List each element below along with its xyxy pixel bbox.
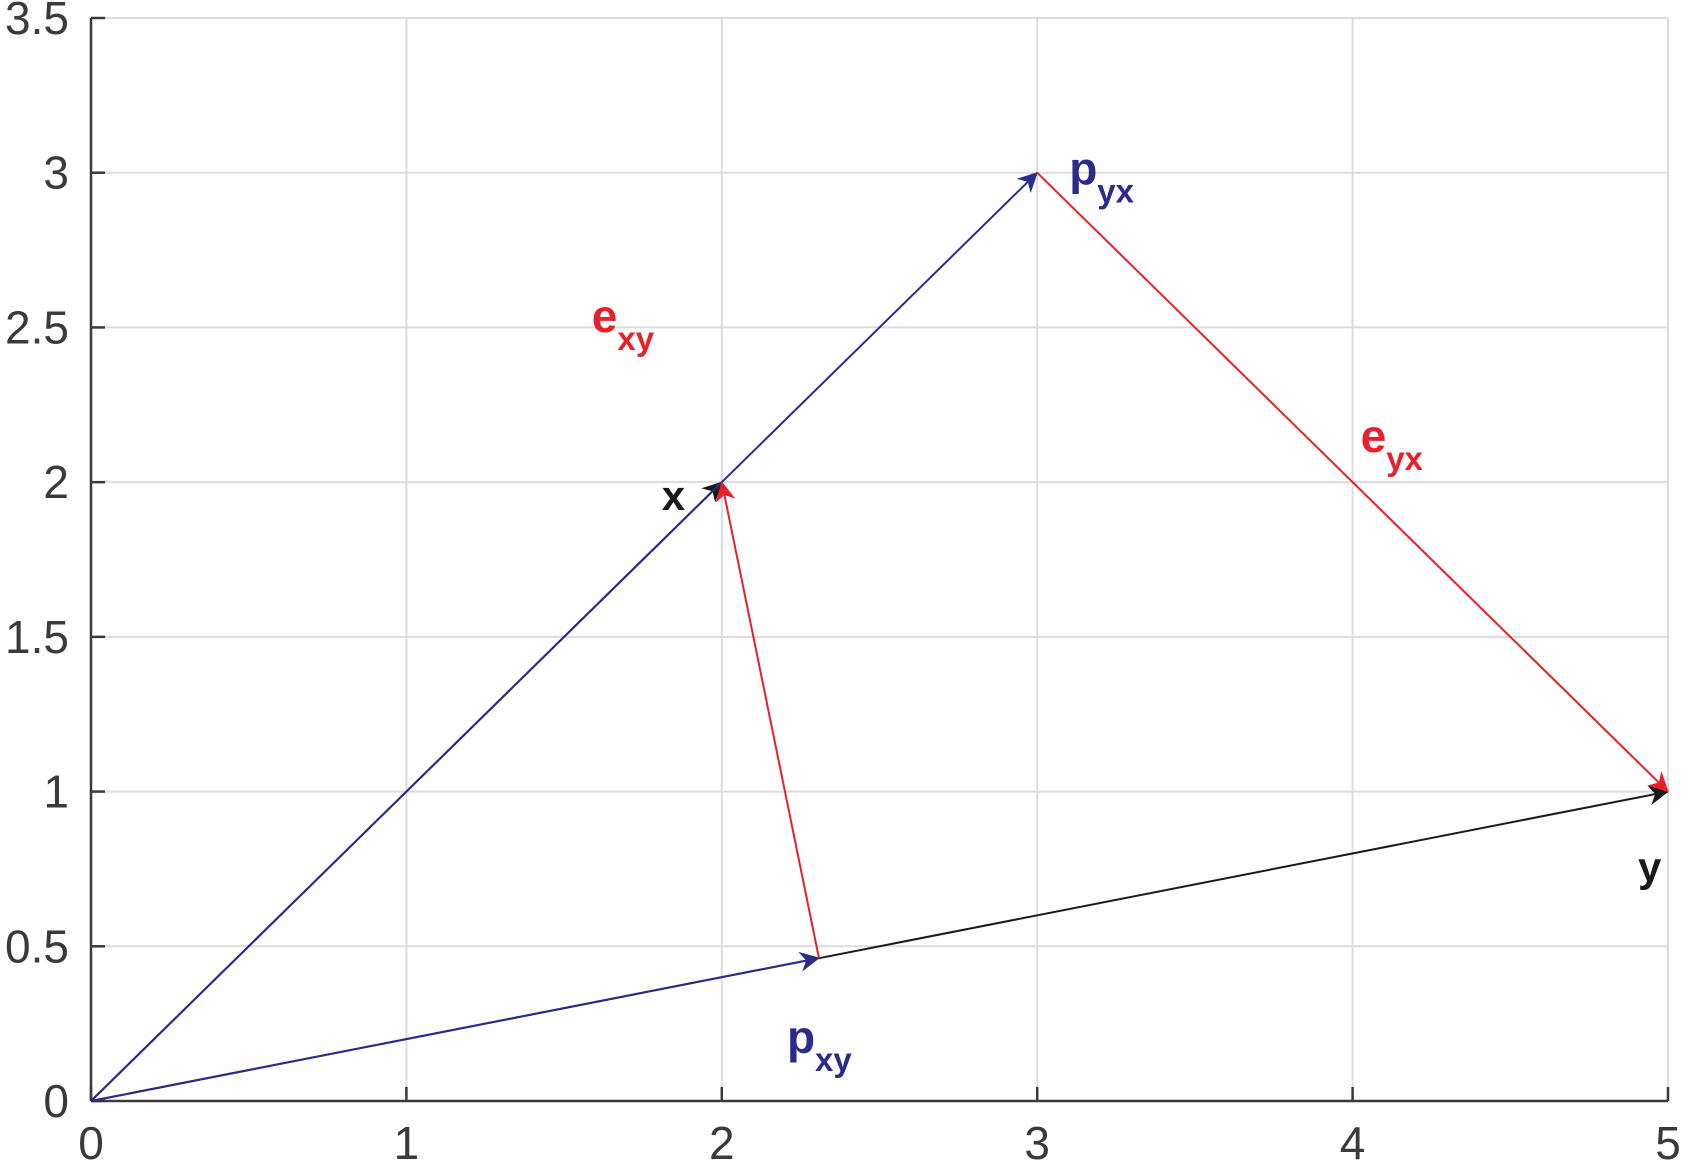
label-y: y — [1638, 844, 1662, 891]
y-tick-label: 3.5 — [5, 0, 69, 44]
x-tick-label: 0 — [78, 1117, 104, 1169]
label-main: y — [1638, 844, 1662, 891]
vector-e-xy — [715, 481, 820, 959]
label-main: x — [662, 472, 686, 519]
label-subscript: yx — [1097, 173, 1134, 210]
axes — [89, 16, 1670, 1103]
y-tick-label: 2 — [43, 456, 69, 508]
label-main: p — [787, 1011, 815, 1063]
label-e-xy: exy — [592, 290, 655, 357]
vector-e-yx — [1036, 172, 1669, 793]
label-subscript: xy — [617, 320, 654, 357]
tick-labels: 0 1 2 3 4 5 0 0.5 1 1.5 2 2.5 3 3.5 — [5, 0, 1681, 1169]
y-tick-label: 3 — [43, 147, 69, 199]
label-main: e — [592, 290, 618, 342]
y-tick-label: 0 — [43, 1075, 69, 1127]
label-main: e — [1361, 410, 1387, 462]
y-tick-label: 1.5 — [5, 611, 69, 663]
x-tick-label: 1 — [394, 1117, 420, 1169]
label-p-yx: pyx — [1069, 143, 1134, 210]
label-subscript: xy — [815, 1041, 852, 1078]
x-tick-label: 3 — [1024, 1117, 1050, 1169]
vector-p-xy — [90, 951, 820, 1102]
x-tick-label: 2 — [709, 1117, 735, 1169]
y-tick-label: 0.5 — [5, 920, 69, 972]
label-p-xy: pxy — [787, 1011, 852, 1078]
vector-p-yx — [90, 172, 1038, 1102]
label-e-yx: eyx — [1361, 410, 1424, 477]
y-tick-label: 2.5 — [5, 301, 69, 353]
label-main: p — [1069, 143, 1097, 195]
label-subscript: yx — [1386, 440, 1423, 477]
y-tick-label: 1 — [43, 766, 69, 818]
x-tick-label: 5 — [1655, 1117, 1681, 1169]
vectors — [90, 172, 1669, 1102]
label-x: x — [662, 472, 686, 519]
x-tick-label: 4 — [1340, 1117, 1366, 1169]
